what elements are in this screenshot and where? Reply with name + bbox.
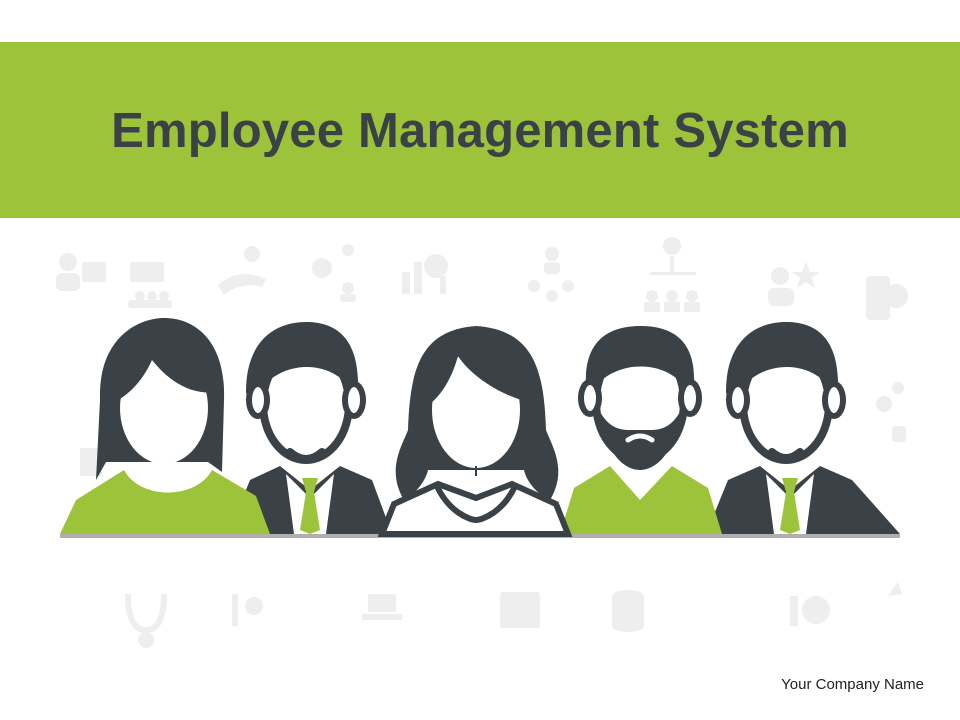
org-chart-icon	[644, 237, 700, 312]
laptop-sync-icon	[362, 594, 402, 620]
bar-chart-magnifier-icon	[402, 254, 448, 294]
mobile-user-icon	[866, 276, 908, 320]
slide-title: Employee Management System	[111, 104, 849, 158]
employee-man-suit-1	[228, 322, 392, 534]
database-icon	[612, 590, 644, 632]
side-icon-left	[80, 448, 102, 476]
user-presentation-icon	[56, 253, 106, 291]
star-team-icon	[768, 262, 820, 306]
employee-man-beard	[560, 326, 722, 534]
team-cog-icon	[528, 247, 574, 302]
title-banner: Employee Management System	[0, 42, 960, 218]
arrows-icon	[888, 582, 902, 596]
side-icon-right	[876, 382, 906, 442]
employee-woman-short-hair	[60, 318, 270, 534]
company-name: Your Company Name	[781, 676, 924, 693]
gear-people-icon	[312, 244, 356, 302]
hand-care-icon	[218, 246, 266, 295]
employee-woman-long-hair	[377, 326, 573, 537]
tools-icon	[232, 594, 263, 626]
training-class-icon	[128, 262, 172, 308]
employee-man-suit-2	[706, 322, 900, 534]
stethoscope-icon	[125, 593, 167, 648]
head-gear-icon	[790, 596, 830, 626]
document-icon	[500, 592, 540, 628]
